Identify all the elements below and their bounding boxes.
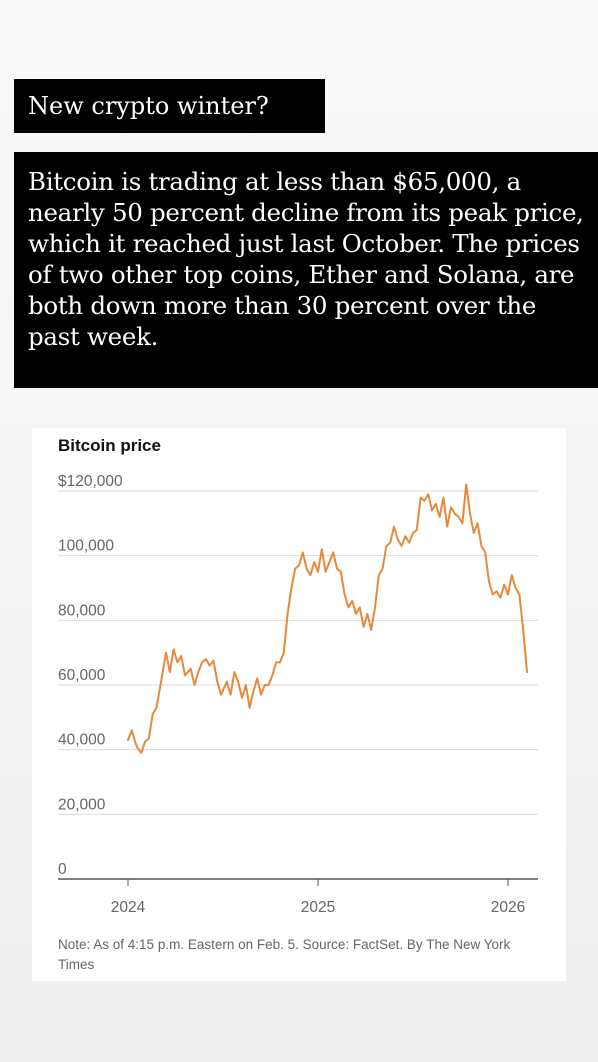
y-tick-label: 60,000: [58, 667, 106, 684]
y-tick-label: 80,000: [58, 602, 106, 619]
y-tick-label: 0: [58, 861, 67, 878]
chart-card: Bitcoin price 0 20,000 40,000 60,000 80,000 10…: [32, 428, 566, 981]
body-text: Bitcoin is trading at less than $65,000,…: [28, 167, 584, 351]
y-tick-label: 40,000: [58, 732, 106, 749]
headline: New crypto winter?: [28, 92, 269, 120]
bitcoin-price-chart: Bitcoin price 0 20,000 40,000 60,000 80,000 10…: [58, 436, 538, 916]
x-tick-label: 2026: [491, 899, 525, 916]
chart-note: Note: As of 4:15 p.m. Eastern on Feb. 5.…: [58, 937, 511, 972]
x-tick-label: 2024: [111, 899, 146, 916]
bitcoin-price-line: [127, 483, 528, 754]
chart-title: Bitcoin price: [58, 436, 161, 455]
x-tick-label: 2025: [301, 899, 335, 916]
body-text-box: Bitcoin is trading at less than $65,000,…: [14, 152, 598, 388]
headline-box: New crypto winter?: [14, 79, 325, 133]
y-tick-label: 20,000: [58, 796, 106, 813]
y-tick-label: 100,000: [58, 538, 114, 555]
y-tick-label: $120,000: [58, 473, 123, 490]
